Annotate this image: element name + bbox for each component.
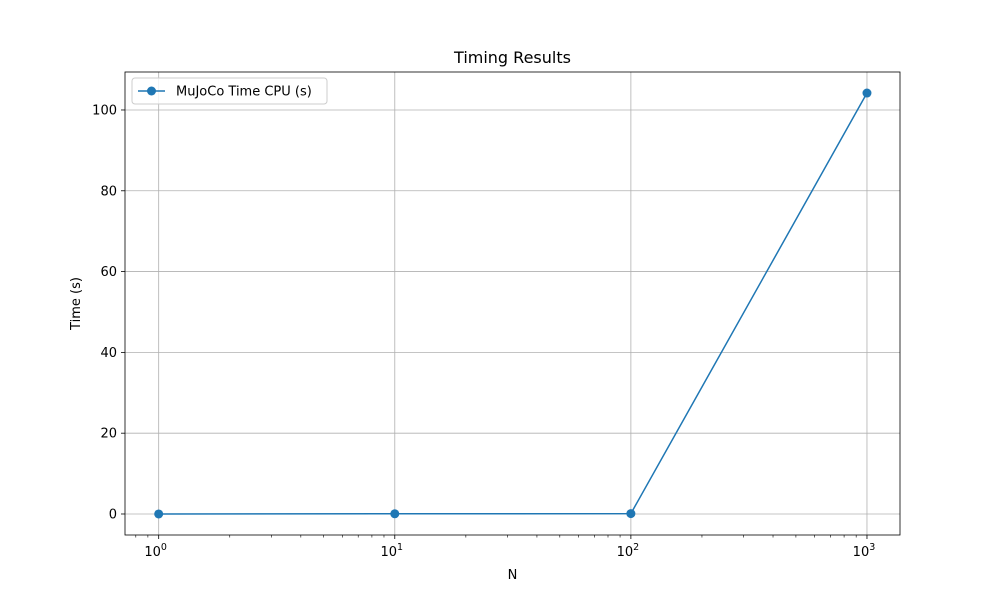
legend-box	[131, 77, 328, 105]
x-tick-label: 102	[617, 542, 640, 560]
grid-layer	[125, 72, 900, 535]
y-tick-label: 60	[100, 265, 117, 280]
tick-layer: 100 101 102 103 0 20 40 60 80 100	[92, 103, 875, 560]
x-tick-label: 103	[853, 542, 876, 560]
data-point-marker	[390, 509, 400, 519]
y-tick-label: 20	[100, 427, 117, 442]
y-tick-label: 40	[100, 346, 117, 361]
x-axis-label: N	[508, 568, 518, 583]
series-layer	[154, 88, 872, 519]
y-axis-label: Time (s)	[69, 277, 84, 331]
plot-area-frame	[124, 71, 901, 536]
legend-series-marker	[147, 86, 156, 96]
legend: MuJoCo Time CPU (s)	[131, 77, 328, 105]
series-line	[158, 92, 868, 515]
y-tick-label: 0	[109, 507, 117, 522]
data-point-marker	[862, 88, 872, 98]
y-tick-label: 80	[100, 184, 117, 199]
minor-tick-layer	[135, 535, 857, 538]
plot-area-background	[125, 72, 900, 535]
x-tick-label: 101	[380, 542, 403, 560]
data-point-marker	[154, 509, 164, 519]
legend-series-label: MuJoCo Time CPU (s)	[176, 85, 312, 100]
chart-title: Timing Results	[453, 48, 571, 67]
data-point-marker	[626, 509, 636, 519]
y-tick-label: 100	[92, 103, 117, 118]
x-tick-label: 100	[144, 542, 167, 560]
